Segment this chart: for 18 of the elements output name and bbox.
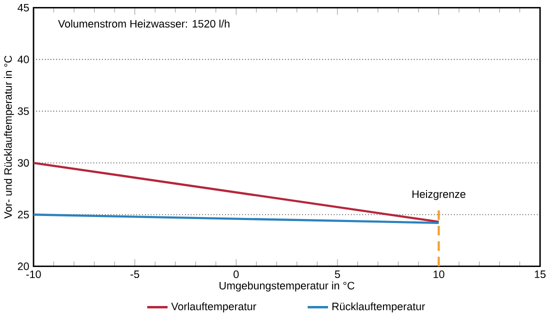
y-tick-label: 30 (18, 159, 29, 167)
x-tick-label: 5 (334, 270, 340, 278)
x-axis-title: Umgebungstemperatur in °C (220, 282, 354, 292)
ref-line-label: Heizgrenze (412, 190, 466, 200)
y-tick-label: 40 (18, 56, 29, 64)
x-tick-label: 0 (234, 270, 239, 278)
y-tick-label: 35 (18, 108, 29, 116)
x-tick-label: 10 (434, 270, 444, 278)
legend-label: Rücklauftemperatur (332, 302, 425, 313)
x-tick-label: -10 (26, 270, 41, 278)
x-tick-label: 15 (534, 270, 546, 278)
annotation: Volumenstrom Heizwasser: 1520 l/h (58, 20, 230, 28)
y-axis-title: Vor- und Rücklauftemperatur in °C (4, 56, 14, 219)
x-tick-label: -5 (130, 270, 140, 278)
y-tick-label: 20 (18, 262, 29, 270)
legend-label: Vorlauftemperatur (171, 302, 256, 313)
y-tick-label: 45 (18, 4, 29, 12)
y-tick-label: 25 (18, 210, 29, 219)
